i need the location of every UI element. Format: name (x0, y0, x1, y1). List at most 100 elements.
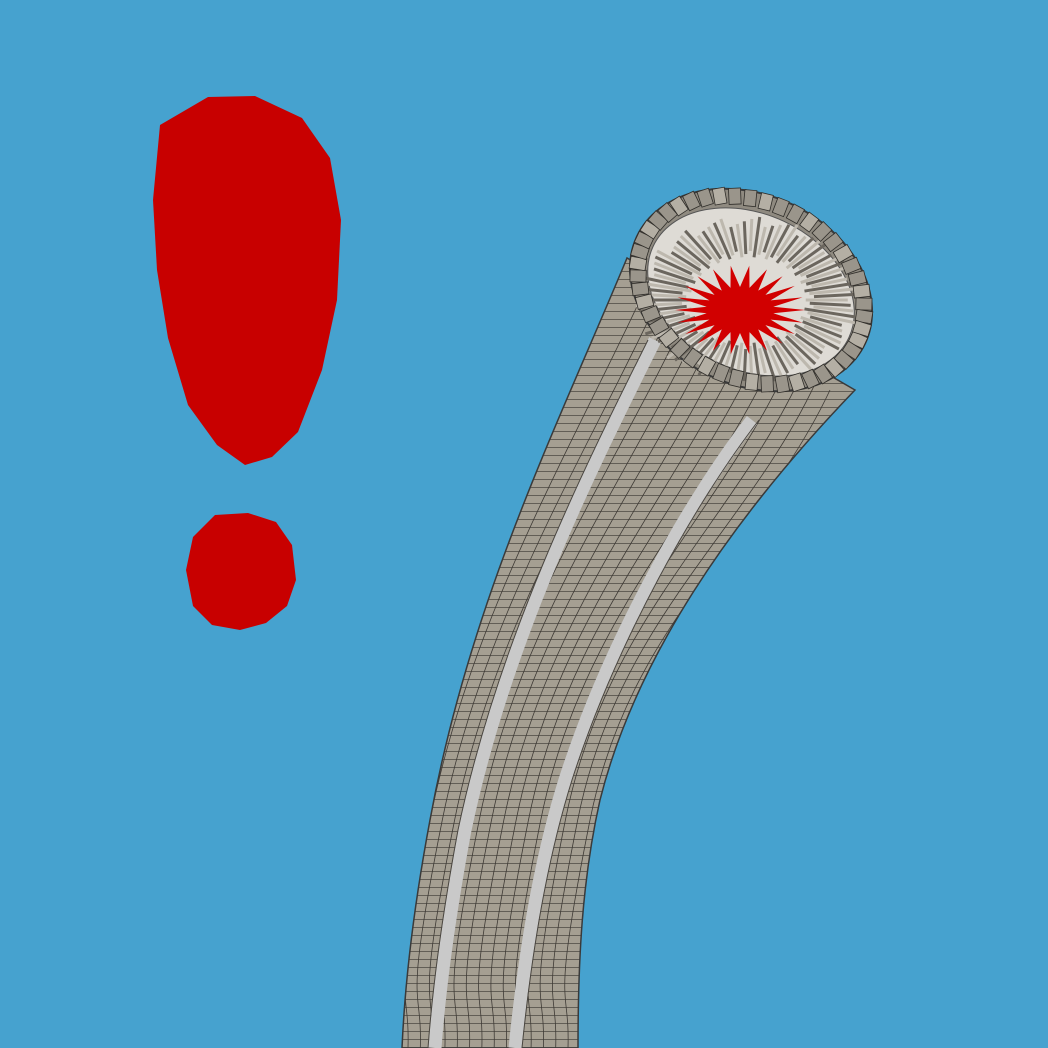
fiber-strand (797, 251, 826, 270)
fiber-strand (676, 240, 711, 270)
rim-block (852, 319, 872, 338)
fiber-strand (794, 328, 826, 349)
fiber-strand (813, 305, 854, 313)
tube-strand-line (453, 327, 699, 1048)
rim-block (640, 305, 661, 324)
rim-block (823, 356, 845, 379)
rim-block (631, 281, 650, 297)
fiber-strand (804, 282, 852, 293)
rim-block (801, 368, 820, 390)
fiber-strand (653, 273, 687, 285)
fiber-strand (764, 224, 783, 260)
tube-strand-line (490, 348, 743, 1048)
tube-strand-line (552, 382, 816, 1048)
tube-strand-line (539, 375, 802, 1048)
fiber-strand (809, 301, 851, 307)
fiber-strand (752, 342, 761, 377)
fiber-strand (696, 234, 721, 264)
fiber-strand (787, 236, 815, 263)
red-core (674, 265, 806, 355)
rim-block (852, 283, 871, 299)
fiber-strand (639, 275, 689, 289)
fiber-strand (802, 320, 843, 339)
tube-opening (628, 186, 874, 394)
rim-block (855, 297, 873, 311)
fiber-strand (640, 281, 692, 293)
fiber-strand (771, 344, 790, 374)
fiber-strand (769, 224, 791, 259)
tube-stripe-right (508, 416, 758, 1048)
fiber-strand (757, 226, 767, 256)
fiber-strand (670, 251, 702, 272)
rim-block (696, 355, 717, 377)
rim-block (682, 347, 703, 369)
fiber-strand (684, 229, 713, 261)
fiber-strand (809, 315, 843, 327)
fiber-strand (701, 230, 723, 260)
cable-tube (401, 256, 857, 1048)
rim-block (847, 270, 868, 287)
fiber-strand (748, 345, 754, 379)
fiber-strand (785, 330, 820, 360)
fiber-strand (735, 223, 744, 258)
rim-block (743, 189, 758, 208)
rim-block (669, 338, 691, 359)
fiber-strand (761, 344, 777, 382)
rim-blocks (628, 186, 874, 394)
fiber-strand (809, 287, 857, 296)
rim-block (841, 256, 862, 275)
fiber-strand (794, 332, 823, 355)
fiber-strand (742, 221, 748, 255)
rim-block (744, 372, 759, 391)
rim-block (728, 187, 742, 205)
fiber-strand (775, 224, 799, 257)
rim-block (785, 203, 806, 225)
rim-block (774, 374, 791, 394)
fiber-strand (803, 324, 842, 345)
fiber-strand (800, 264, 852, 284)
rim-block (832, 243, 854, 264)
fiber-strand (712, 222, 732, 260)
fiber-strand (642, 287, 683, 295)
rim-block (712, 362, 731, 384)
rim-block (629, 269, 647, 283)
fiber-strand (799, 256, 839, 277)
fiber-strand (813, 292, 861, 299)
tube-strand-line (502, 355, 758, 1048)
fiber-strand (719, 218, 735, 256)
rim-block (757, 192, 774, 212)
tube-strand-line (404, 299, 641, 1048)
rim-block (833, 349, 855, 370)
rim-block (760, 375, 774, 393)
fiber-strand (706, 226, 725, 256)
fiber-strand (811, 277, 848, 288)
rim-block (658, 327, 680, 349)
fiber-strand (653, 267, 696, 284)
fiber-strand (673, 245, 702, 268)
fiber-strand (791, 240, 830, 270)
fiber-strand (752, 216, 762, 258)
exclamation-bar (153, 96, 341, 465)
fiber-strand (807, 311, 857, 325)
fiber-strand (775, 234, 800, 264)
rim-block (682, 190, 701, 212)
rim-block (668, 195, 689, 217)
rim-block (788, 372, 806, 393)
rim-block (648, 316, 670, 337)
fiber-strand (648, 312, 685, 323)
rim-block (647, 210, 669, 231)
fiber-strand (729, 226, 738, 252)
opening-fibers (635, 216, 861, 384)
fiber-strand (794, 323, 840, 351)
exclamation-dot (186, 513, 296, 630)
rim-block (634, 293, 655, 310)
rim-block (771, 196, 790, 218)
fiber-strand (679, 234, 711, 265)
fiber-strand (654, 255, 693, 276)
rim-block (799, 211, 820, 233)
fiber-strand (804, 307, 856, 319)
rim-block (711, 186, 728, 206)
rim-block (813, 363, 834, 385)
tube-strand-line (465, 334, 714, 1048)
